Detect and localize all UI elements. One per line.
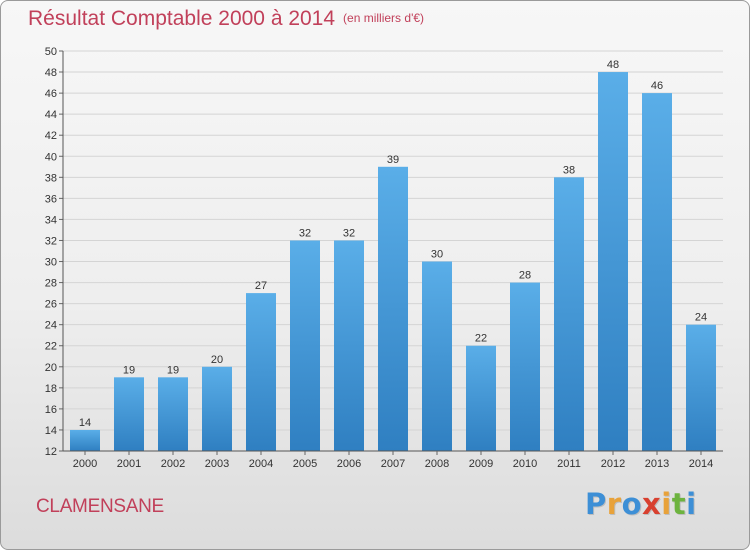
logo-letter: i — [661, 487, 672, 521]
x-tick-label: 2005 — [293, 458, 317, 470]
logo-letter: o — [621, 487, 643, 521]
y-tick-label: 32 — [45, 235, 57, 247]
y-tick-label: 40 — [45, 151, 57, 163]
bar — [70, 429, 100, 451]
y-tick-label: 34 — [45, 214, 57, 226]
axes: 12 14 16 18 20 22 24 26 28 30 32 34 36 38 40 42 44 46 48 50… — [45, 46, 723, 470]
y-tick-label: 50 — [45, 46, 57, 58]
bars: 14 19 19 20 27 32 32 39 30 22 28 38 48 46 24 — [70, 59, 716, 452]
bar-value-label: 22 — [475, 333, 487, 345]
proxiti-logo: Proxiti — [585, 487, 697, 521]
bar-value-label: 28 — [519, 270, 531, 282]
x-tick-label: 2003 — [205, 458, 229, 470]
y-tick-label: 20 — [45, 362, 57, 374]
bar — [246, 293, 276, 451]
commune-name: CLAMENSANE — [36, 496, 164, 517]
bar-value-label: 30 — [431, 249, 443, 261]
x-tick-label: 2010 — [513, 458, 537, 470]
bar-value-label: 32 — [299, 227, 311, 239]
x-tick-label: 2013 — [645, 458, 669, 470]
x-tick-label: 2006 — [337, 458, 361, 470]
logo-letter: x — [642, 487, 662, 521]
x-tick-label: 2011 — [557, 458, 581, 470]
bar-value-label: 14 — [79, 417, 91, 429]
bar-value-label: 46 — [651, 80, 663, 92]
chart-title: Résultat Comptable 2000 à 2014 (en millie… — [28, 7, 424, 31]
logo-letter: i — [686, 487, 697, 521]
bar — [642, 93, 672, 452]
y-tick-label: 12 — [45, 446, 57, 458]
logo-letter: P — [585, 487, 607, 521]
y-tick-label: 46 — [45, 88, 57, 100]
y-tick-label: 38 — [45, 172, 57, 184]
bar — [510, 282, 540, 451]
bar-value-label: 20 — [211, 354, 223, 366]
y-tick-label: 42 — [45, 130, 57, 142]
x-tick-label: 2008 — [425, 458, 449, 470]
y-tick-label: 26 — [45, 299, 57, 311]
y-tick-label: 30 — [45, 257, 57, 269]
bar — [114, 377, 144, 451]
y-tick-label: 28 — [45, 278, 57, 290]
chart-title-unit: (en milliers d'€) — [343, 11, 425, 25]
x-tick-label: 2000 — [73, 458, 97, 470]
chart-title-main: Résultat Comptable 2000 à 2014 — [28, 7, 336, 30]
bar — [158, 377, 188, 451]
x-tick-label: 2014 — [689, 458, 713, 470]
bar-value-label: 27 — [255, 280, 267, 292]
y-tick-label: 16 — [45, 404, 57, 416]
x-tick-label: 2001 — [117, 458, 141, 470]
bar — [290, 240, 320, 451]
bar-value-label: 38 — [563, 164, 575, 176]
x-tick-label: 2007 — [381, 458, 405, 470]
x-tick-label: 2002 — [161, 458, 185, 470]
y-tick-label: 24 — [45, 320, 57, 332]
bar — [598, 72, 628, 451]
bar — [686, 324, 716, 451]
x-tick-label: 2009 — [469, 458, 493, 470]
y-tick-label: 48 — [45, 67, 57, 79]
bar-value-label: 24 — [695, 312, 707, 324]
x-tick-label: 2012 — [601, 458, 625, 470]
y-tick-label: 18 — [45, 383, 57, 395]
bar — [202, 366, 232, 451]
bar-value-label: 19 — [123, 364, 135, 376]
y-tick-label: 36 — [45, 193, 57, 205]
bar-value-label: 19 — [167, 364, 179, 376]
bar — [466, 345, 496, 451]
bar — [422, 261, 452, 451]
y-tick-label: 44 — [45, 109, 57, 121]
bar-value-label: 39 — [387, 154, 399, 166]
logo-letter: r — [606, 487, 622, 521]
bar-value-label: 48 — [607, 59, 619, 71]
y-tick-label: 22 — [45, 341, 57, 353]
bar — [554, 177, 584, 451]
bar — [334, 240, 364, 451]
y-tick-label: 14 — [45, 425, 57, 437]
x-tick-label: 2004 — [249, 458, 273, 470]
logo-letter: t — [671, 487, 687, 521]
bar — [378, 166, 408, 451]
bar-value-label: 32 — [343, 227, 355, 239]
